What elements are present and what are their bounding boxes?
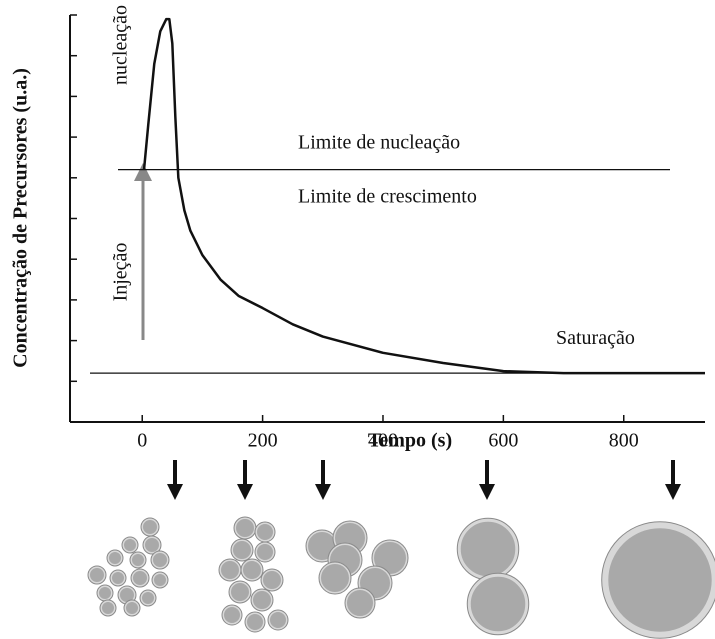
particle-outline [121, 536, 139, 554]
particle [130, 552, 146, 568]
particle-outline [344, 587, 376, 619]
particle [241, 559, 263, 581]
particle-outline [139, 589, 157, 607]
particle-outline [87, 565, 107, 585]
x-axis-label: Tempo (s) [368, 430, 452, 452]
particle [345, 588, 375, 618]
particle-outline [228, 580, 252, 604]
reference-label: Saturação [556, 327, 635, 349]
particle [141, 518, 159, 536]
particle-outline [151, 571, 169, 589]
particle [229, 581, 251, 603]
particle-outline [106, 549, 124, 567]
particle [234, 517, 256, 539]
particle [245, 612, 265, 632]
particle [231, 539, 253, 561]
particle [255, 542, 275, 562]
particle-outline [318, 561, 352, 595]
particle [131, 569, 149, 587]
particle [261, 569, 283, 591]
annotation: Limite de crescimento [298, 186, 477, 208]
particle [467, 573, 529, 635]
particle-outline [130, 568, 150, 588]
annotation: nucleação [110, 5, 132, 85]
particle [251, 589, 273, 611]
y-axis-label: Concentração de Precursores (u.a.) [10, 68, 32, 368]
particle-outline [267, 609, 289, 631]
x-tick-label: 0 [137, 430, 147, 452]
particle-outline [254, 541, 276, 563]
data-line [142, 17, 705, 375]
particle [152, 572, 168, 588]
particle-outline [142, 535, 162, 555]
particle-outline [230, 538, 254, 562]
particle [124, 600, 140, 616]
particle-outline [601, 521, 715, 639]
particle-outline [221, 604, 243, 626]
particle [107, 550, 123, 566]
particle-outline [99, 599, 117, 617]
particle [601, 521, 715, 639]
particle-outline [150, 550, 170, 570]
particle-outline [244, 611, 266, 633]
particle [110, 570, 126, 586]
particle-outline [129, 551, 147, 569]
annotation: Injeção [110, 243, 132, 302]
particle [222, 605, 242, 625]
x-tick-label: 400 [368, 430, 398, 452]
particle [143, 536, 161, 554]
x-tick-label: 800 [609, 430, 639, 452]
particle-outline [250, 588, 274, 612]
particle [219, 559, 241, 581]
particle-outline [466, 572, 530, 636]
particle [140, 590, 156, 606]
particle-outline [109, 569, 127, 587]
particle-outline [260, 568, 284, 592]
particle [88, 566, 106, 584]
particles [87, 516, 715, 639]
particle [255, 522, 275, 542]
particle [151, 551, 169, 569]
particle [268, 610, 288, 630]
x-tick-label: 600 [488, 430, 518, 452]
particle [319, 562, 351, 594]
reference-label: Limite de nucleação [298, 131, 460, 153]
particle [100, 600, 116, 616]
particle [97, 585, 113, 601]
particle [122, 537, 138, 553]
down-arrows [167, 460, 681, 500]
particle-outline [123, 599, 141, 617]
x-tick-label: 200 [248, 430, 278, 452]
particle-outline [240, 558, 264, 582]
particle [457, 518, 519, 580]
